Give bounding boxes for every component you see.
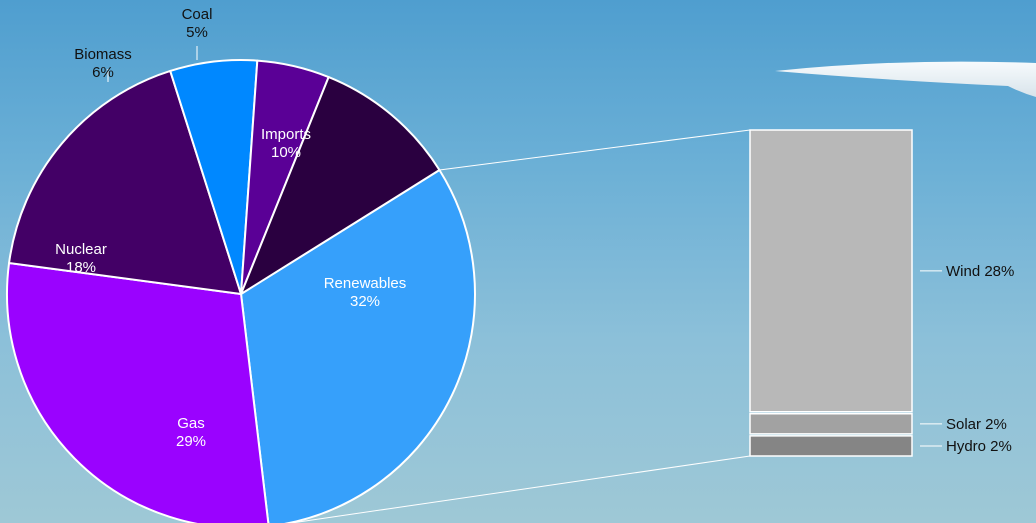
slice-value-renewables: 32%	[350, 293, 380, 310]
bar-segment-solar	[749, 413, 913, 435]
slice-label-imports: Imports	[261, 126, 311, 143]
pie-slice-gas	[6, 262, 270, 523]
bar-label-hydro: Hydro 2%	[946, 438, 1012, 455]
pie-slice-nuclear	[8, 69, 242, 295]
slice-label-nuclear: Nuclear	[55, 241, 107, 258]
slice-label-gas: Gas	[177, 415, 205, 432]
slice-label-biomass: Biomass	[74, 46, 132, 63]
connector-top	[439, 129, 751, 171]
bar-label-wind: Wind 28%	[946, 263, 1014, 280]
connector-bottom	[288, 455, 751, 523]
bar-segment-wind	[749, 129, 913, 413]
bar-segment-hydro	[749, 435, 913, 457]
slice-value-imports: 10%	[271, 144, 301, 161]
slice-value-nuclear: 18%	[66, 259, 96, 276]
turbine-blade-image	[775, 61, 1036, 97]
breakdown-connectors	[288, 129, 751, 523]
slice-value-coal: 5%	[186, 24, 208, 41]
pie-slice-imports	[240, 76, 441, 295]
slice-label-renewables: Renewables	[324, 275, 407, 292]
slice-value-gas: 29%	[176, 433, 206, 450]
renewables-breakdown-bar: Wind 28% Solar 2% Hydro 2%	[749, 129, 1014, 457]
slice-value-biomass: 6%	[92, 64, 114, 81]
slice-label-coal: Coal	[182, 6, 213, 23]
bar-label-solar: Solar 2%	[946, 416, 1007, 433]
